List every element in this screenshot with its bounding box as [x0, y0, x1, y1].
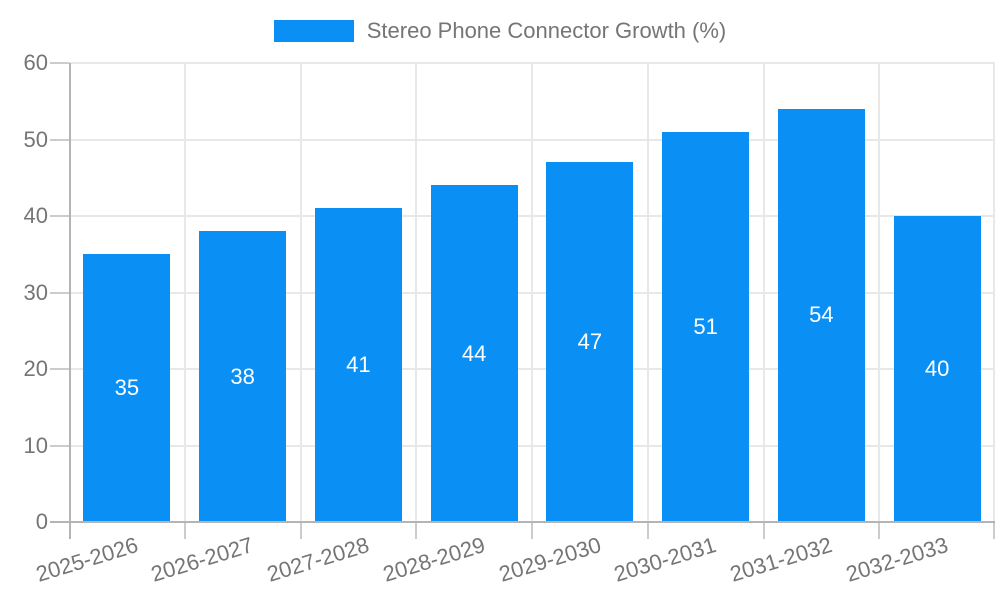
bar-value-label: 38: [230, 363, 255, 389]
x-axis-tick: [299, 522, 302, 539]
y-tick-label: 40: [23, 203, 48, 228]
legend[interactable]: Stereo Phone Connector Growth (%): [0, 20, 1000, 42]
y-axis-tick: [50, 138, 69, 141]
bar-value-label: 40: [924, 356, 950, 381]
bar: 44: [430, 185, 518, 522]
x-axis-tick: [183, 522, 186, 539]
bar: 51: [662, 131, 750, 522]
x-axis-tick: [531, 522, 533, 539]
x-axis-tick: [993, 522, 995, 539]
x-axis-tick: [646, 522, 649, 539]
bar-value-label: 54: [809, 302, 834, 328]
y-axis-tick: [50, 215, 69, 217]
bar: 41: [314, 208, 402, 522]
legend-swatch: [273, 20, 354, 42]
bar-value-label: 51: [693, 313, 718, 339]
y-tick-label: 30: [23, 279, 48, 305]
legend-label: Stereo Phone Connector Growth (%): [366, 18, 727, 43]
bar-value-label: 44: [461, 340, 487, 366]
bar: 35: [83, 254, 171, 522]
bar: 47: [546, 162, 634, 522]
plot-area: 0 10 20 30 40 50 60 35 38 41 44 47 51 54 40 2025-2026 20…: [24, 52, 995, 587]
x-tick-label: 2027-2028: [264, 532, 373, 587]
x-axis-tick: [878, 522, 881, 539]
x-tick-label: 2030-2031: [611, 532, 720, 587]
y-tick-label: 10: [23, 432, 48, 458]
v-gridline: [762, 63, 765, 522]
x-tick-label: 2026-2027: [148, 532, 257, 587]
y-axis-tick: [50, 444, 69, 447]
v-gridline: [299, 63, 302, 522]
x-tick-label: 2029-2030: [495, 532, 604, 587]
x-tick-label: 2031-2032: [727, 532, 836, 587]
v-gridline: [531, 63, 533, 522]
bar: 54: [777, 108, 865, 522]
y-tick-label: 0: [35, 509, 48, 534]
bar: 40: [893, 216, 981, 522]
y-tick-label: 60: [23, 50, 48, 75]
y-axis-tick: [50, 62, 69, 64]
bar: 38: [199, 231, 287, 522]
y-tick-label: 20: [23, 356, 48, 381]
v-gridline: [993, 63, 995, 522]
x-axis-line: [50, 521, 995, 523]
y-axis-line: [69, 63, 71, 539]
bar-value-label: 47: [577, 329, 603, 355]
v-gridline: [878, 63, 881, 522]
v-gridline: [183, 63, 186, 522]
x-axis-tick: [762, 522, 765, 539]
bar-value-label: 41: [346, 352, 371, 378]
x-tick-label: 2032-2033: [842, 532, 951, 587]
y-axis-tick: [50, 368, 69, 370]
x-tick-label: 2025-2026: [32, 532, 141, 587]
x-tick-label: 2028-2029: [379, 532, 488, 587]
y-axis-tick: [50, 291, 69, 294]
y-tick-label: 50: [23, 126, 48, 152]
bar-value-label: 35: [114, 375, 140, 401]
v-gridline: [646, 63, 649, 522]
v-gridline: [415, 63, 418, 522]
x-axis-tick: [415, 522, 418, 539]
